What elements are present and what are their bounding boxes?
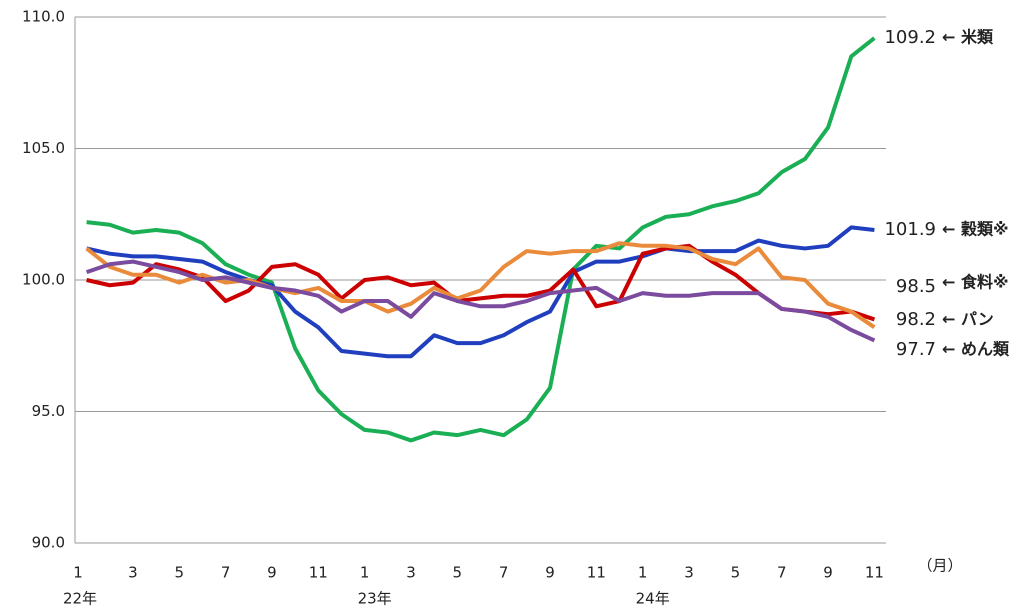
y-tick-label: 110.0 <box>22 8 65 26</box>
x-tick-label: 5 <box>731 564 741 582</box>
legend-label: ← パン <box>942 310 994 329</box>
x-tick-label: 3 <box>128 564 138 582</box>
x-tick-label: 5 <box>174 564 184 582</box>
x-tick-label: 9 <box>545 564 555 582</box>
end-value-label: 98.5 <box>896 276 936 297</box>
legend-label: ← 米類 <box>942 28 994 47</box>
x-tick-label: 1 <box>73 564 83 582</box>
x-unit-label: （月） <box>917 557 962 575</box>
x-tick-label: 9 <box>823 564 833 582</box>
x-tick-label: 3 <box>684 564 694 582</box>
x-tick-label: 5 <box>453 564 463 582</box>
x-tick-label: 1 <box>638 564 648 582</box>
end-value-label: 97.7 <box>896 339 936 360</box>
y-tick-label: 95.0 <box>32 402 65 420</box>
year-label: 24年 <box>636 590 670 608</box>
year-label: 23年 <box>358 590 392 608</box>
x-tick-label: 3 <box>406 564 416 582</box>
x-tick-label: 11 <box>865 564 884 582</box>
series-line <box>86 36 876 443</box>
y-tick-label: 90.0 <box>32 534 65 552</box>
x-tick-label: 7 <box>499 564 509 582</box>
y-tick-label: 105.0 <box>22 139 65 157</box>
x-tick-label: 7 <box>777 564 787 582</box>
legend-label: ← めん類 <box>942 340 1010 359</box>
x-tick-label: 7 <box>221 564 231 582</box>
series-line <box>86 243 876 322</box>
series-line <box>85 259 876 343</box>
x-tick-label: 1 <box>360 564 370 582</box>
legend-label: ← 穀類※ <box>942 220 1009 239</box>
series-line <box>85 241 876 329</box>
x-tick-label: 9 <box>267 564 277 582</box>
x-tick-label: 11 <box>587 564 606 582</box>
legend-label: ← 食料※ <box>942 273 1009 292</box>
end-value-label: 101.9 <box>884 219 936 240</box>
series-line <box>86 225 875 359</box>
y-tick-label: 100.0 <box>22 271 65 289</box>
end-value-label: 98.2 <box>896 309 936 330</box>
x-tick-label: 11 <box>309 564 328 582</box>
year-label: 22年 <box>63 590 97 608</box>
end-value-label: 109.2 <box>884 27 936 48</box>
